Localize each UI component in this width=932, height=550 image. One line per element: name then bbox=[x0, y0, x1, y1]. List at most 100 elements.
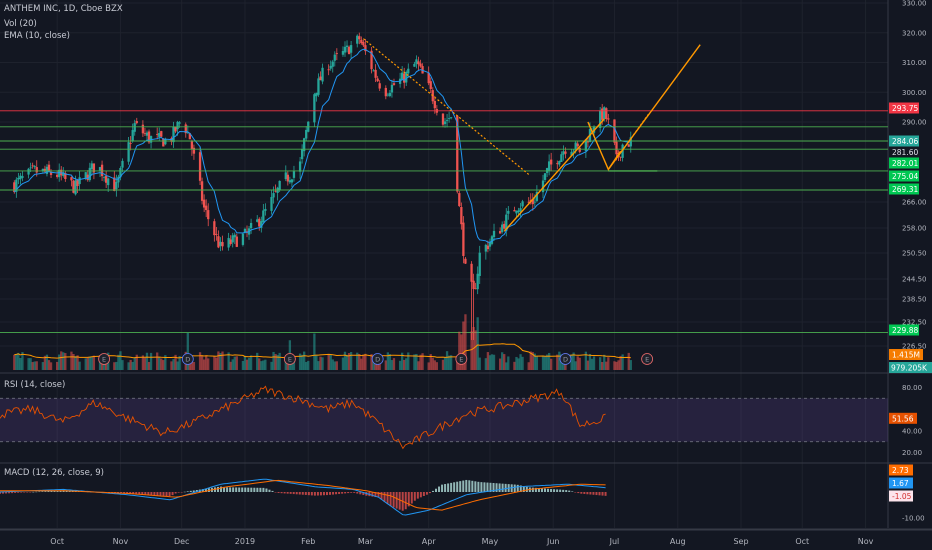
volume-bar bbox=[213, 356, 216, 370]
candle-body bbox=[235, 236, 238, 247]
candle-body bbox=[407, 68, 410, 74]
macd-histogram-bar bbox=[335, 492, 338, 495]
candle-body bbox=[292, 171, 296, 178]
candle-body bbox=[321, 67, 324, 82]
x-tick-label: May bbox=[482, 537, 499, 546]
volume-bar bbox=[147, 361, 151, 370]
macd-histogram-bar bbox=[135, 492, 138, 495]
candle-body bbox=[315, 92, 318, 97]
candle-body bbox=[335, 53, 338, 54]
volume-bar bbox=[601, 362, 604, 370]
x-tick-label: Nov bbox=[858, 537, 874, 546]
volume-bar bbox=[121, 360, 124, 370]
candle-body bbox=[192, 147, 196, 154]
candle-body bbox=[570, 151, 573, 156]
volume-bar bbox=[247, 357, 251, 370]
rsi-tick-label: 20.00 bbox=[902, 449, 922, 457]
macd-histogram-bar bbox=[129, 492, 132, 495]
candle-body bbox=[629, 137, 632, 147]
volume-bar bbox=[517, 358, 520, 370]
macd-histogram-bar bbox=[586, 492, 589, 495]
volume-bar bbox=[441, 359, 445, 370]
event-marker-icon bbox=[455, 353, 468, 365]
candle-body bbox=[58, 169, 61, 178]
volume-bar bbox=[262, 360, 265, 370]
volume-bar bbox=[347, 353, 351, 370]
macd-histogram-bar bbox=[316, 492, 319, 496]
candle-body bbox=[356, 35, 359, 44]
candle-body bbox=[513, 210, 516, 212]
candle-body bbox=[98, 167, 102, 171]
macd-histogram-bar bbox=[138, 492, 141, 495]
candle-body bbox=[231, 235, 234, 243]
candle-body bbox=[317, 78, 320, 95]
candle-body bbox=[533, 201, 536, 203]
volume-bar bbox=[605, 361, 608, 370]
macd-histogram-bar bbox=[147, 492, 150, 496]
volume-bar bbox=[513, 361, 516, 370]
volume-bar bbox=[15, 353, 18, 370]
event-marker-label: E bbox=[459, 356, 463, 364]
candle-body bbox=[392, 83, 396, 85]
macd-histogram-bar bbox=[277, 492, 280, 493]
macd-histogram-bar bbox=[353, 492, 356, 493]
candle-body bbox=[70, 177, 73, 181]
candle-body bbox=[619, 156, 622, 158]
volume-bar bbox=[503, 354, 506, 370]
volume-bar bbox=[149, 352, 153, 370]
candle-body bbox=[476, 273, 479, 290]
volume-bar bbox=[576, 356, 579, 370]
volume-bar bbox=[17, 352, 20, 370]
volume-bar bbox=[278, 352, 281, 370]
candle-body bbox=[490, 236, 494, 244]
volume-bar bbox=[607, 357, 610, 370]
candle-body bbox=[184, 124, 187, 134]
volume-bar bbox=[205, 355, 208, 370]
candle-body bbox=[427, 72, 430, 84]
volume-ma-line bbox=[14, 343, 631, 359]
macd-histogram-bar bbox=[280, 492, 283, 494]
candle-body bbox=[72, 180, 75, 193]
volume-bar bbox=[349, 352, 353, 370]
volume-bar bbox=[490, 354, 494, 370]
volume-bar bbox=[578, 357, 581, 370]
candle-body bbox=[92, 163, 96, 173]
volume-bar bbox=[47, 360, 51, 370]
macd-histogram-bar bbox=[468, 480, 471, 492]
candle-body bbox=[105, 175, 108, 183]
candle-body bbox=[164, 139, 167, 145]
candle-body bbox=[578, 147, 581, 152]
volume-bar bbox=[415, 353, 418, 370]
macd-histogram-bar bbox=[540, 488, 543, 492]
volume-bar bbox=[21, 352, 24, 370]
price-label-box bbox=[889, 183, 919, 195]
event-marker-label: D bbox=[375, 356, 380, 364]
volume-bar bbox=[484, 358, 487, 370]
volume-bar bbox=[74, 356, 77, 370]
candle-body bbox=[349, 45, 353, 53]
candle-body bbox=[113, 177, 116, 191]
volume-bar bbox=[478, 357, 481, 370]
macd-histogram-bar bbox=[534, 487, 537, 492]
volume-bar bbox=[331, 359, 334, 370]
candle-body bbox=[227, 237, 230, 248]
candle-body bbox=[272, 193, 275, 198]
candle-body bbox=[531, 199, 534, 205]
volume-bar bbox=[13, 354, 16, 370]
candle-body bbox=[421, 66, 424, 74]
macd-histogram-bar bbox=[477, 481, 480, 492]
macd-histogram-bar bbox=[441, 484, 444, 492]
macd-histogram-bar bbox=[480, 482, 483, 492]
macd-histogram-bar bbox=[531, 487, 534, 492]
volume-bar bbox=[547, 352, 551, 370]
macd-histogram-bar bbox=[250, 487, 253, 492]
macd-histogram-bar bbox=[195, 489, 198, 492]
volume-bar bbox=[258, 358, 261, 370]
volume-bar bbox=[264, 359, 267, 370]
volume-bar bbox=[550, 358, 553, 370]
macd-histogram-bar bbox=[410, 492, 413, 504]
macd-histogram-bar bbox=[568, 490, 571, 492]
candle-body bbox=[13, 182, 16, 193]
volume-bar bbox=[235, 356, 238, 370]
